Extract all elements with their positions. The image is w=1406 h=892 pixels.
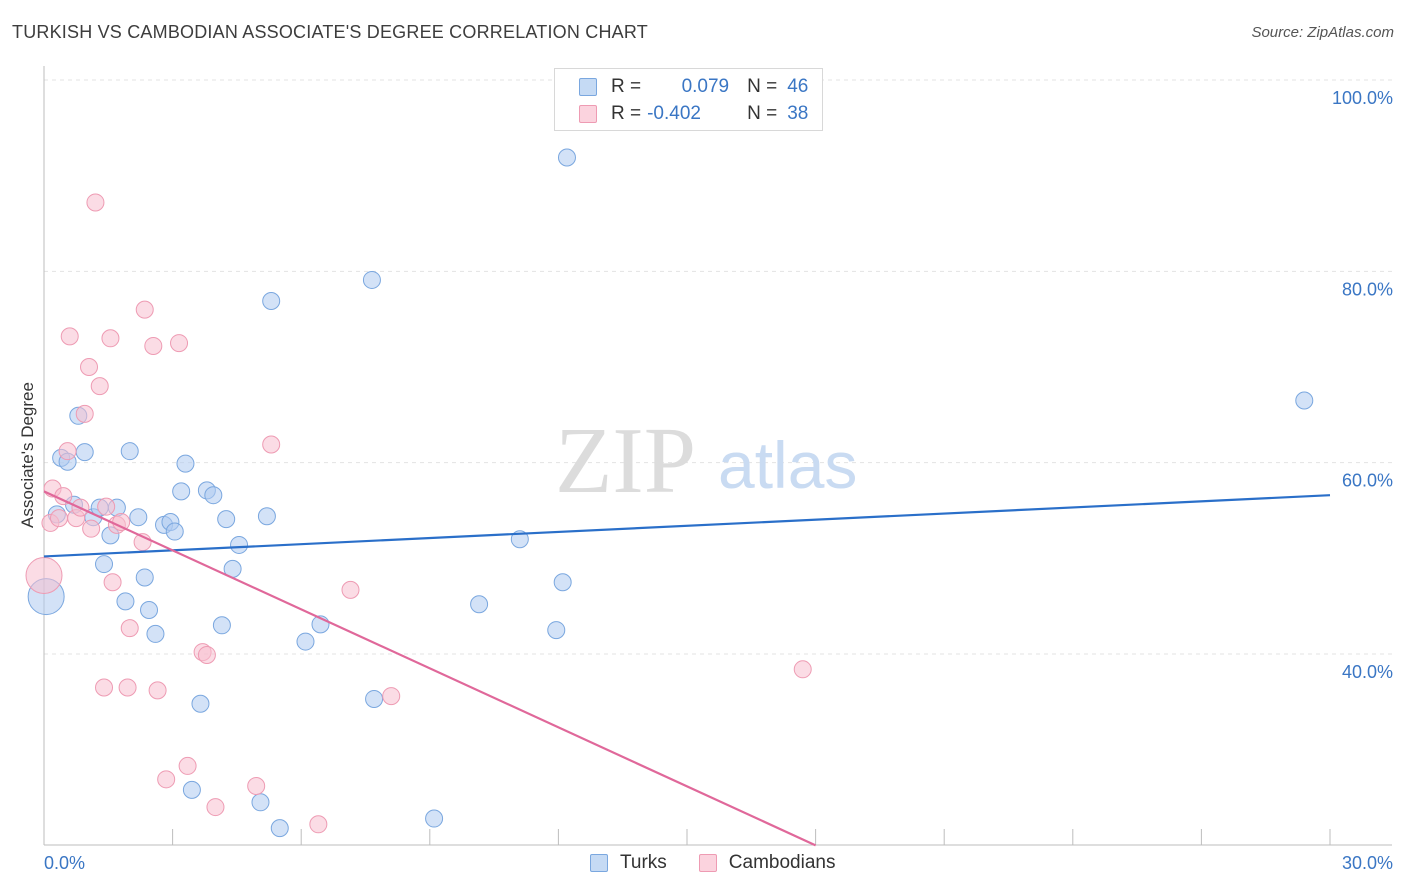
- data-point: [103, 573, 122, 592]
- cambodians-legend-swatch: [698, 854, 717, 872]
- data-point: [75, 404, 94, 423]
- cambodians-trend-line: [43, 490, 817, 847]
- data-point: [75, 443, 94, 462]
- data-point: [262, 435, 281, 454]
- turks-points: [27, 148, 1314, 838]
- data-point: [135, 568, 154, 587]
- cambodians-points: [25, 193, 812, 834]
- data-point: [270, 819, 289, 838]
- cambodians-legend-label: Cambodians: [728, 852, 836, 873]
- data-point: [176, 454, 195, 473]
- data-point: [557, 148, 576, 167]
- data-point: [95, 555, 114, 574]
- data-point: [146, 624, 165, 643]
- data-point: [118, 678, 137, 697]
- y-tick-label: 40.0%: [1342, 662, 1393, 682]
- data-point: [140, 600, 159, 619]
- data-point: [90, 377, 109, 396]
- turks-legend-label: Turks: [620, 852, 667, 873]
- cambodians-r-value: -0.402: [647, 103, 701, 124]
- legend-item-cambodians[interactable]: Cambodians: [698, 852, 836, 874]
- data-point: [206, 798, 225, 817]
- chart-title: TURKISH VS CAMBODIAN ASSOCIATE'S DEGREE …: [12, 22, 648, 42]
- data-point: [425, 809, 444, 828]
- turks-trend-line: [43, 494, 1331, 558]
- legend-row-turks: R = 0.079 N = 46: [579, 74, 808, 100]
- data-point: [170, 334, 189, 353]
- data-point: [135, 300, 154, 319]
- turks-legend-swatch: [590, 854, 608, 872]
- cambodians-r-label: R =: [611, 103, 642, 124]
- data-point: [178, 756, 197, 775]
- legend-item-turks[interactable]: Turks: [590, 852, 667, 874]
- turks-r-label: R =: [611, 76, 642, 97]
- data-point: [362, 270, 381, 289]
- data-point: [182, 780, 201, 799]
- grid-lines: [44, 79, 1392, 655]
- data-point: [793, 660, 812, 679]
- data-point: [296, 632, 315, 651]
- data-point: [247, 777, 266, 796]
- data-point: [97, 497, 116, 516]
- data-point: [341, 580, 360, 599]
- data-point: [365, 689, 384, 708]
- cambodians-swatch: [579, 105, 597, 123]
- cambodians-n-label: N =: [747, 103, 778, 124]
- y-tick-label: 100.0%: [1332, 88, 1393, 108]
- data-point: [191, 694, 210, 713]
- watermark: ZIP atlas: [555, 409, 857, 513]
- data-point: [129, 508, 148, 527]
- data-point: [25, 557, 63, 595]
- turks-n-label: N =: [747, 76, 778, 97]
- data-point: [382, 687, 401, 706]
- trend-lines: [43, 490, 1331, 847]
- turks-swatch: [579, 78, 597, 96]
- tick-labels: 40.0% 60.0% 80.0% 100.0% 0.0% 30.0%: [44, 88, 1393, 873]
- data-point: [197, 645, 216, 664]
- data-point: [1295, 391, 1314, 410]
- x-tick-label: 30.0%: [1342, 853, 1393, 873]
- data-point: [82, 519, 101, 538]
- data-point: [251, 793, 270, 812]
- source-label: Source: ZipAtlas.com: [1251, 24, 1394, 41]
- y-tick-label: 60.0%: [1342, 471, 1393, 491]
- data-point: [86, 193, 105, 212]
- data-point: [120, 442, 139, 461]
- turks-r-value: 0.079: [681, 76, 730, 97]
- data-point: [257, 507, 276, 526]
- data-point: [165, 522, 184, 541]
- data-point: [120, 619, 139, 638]
- data-point: [309, 815, 328, 834]
- y-tick-label: 80.0%: [1342, 279, 1393, 299]
- data-point: [101, 329, 120, 348]
- data-point: [172, 482, 191, 501]
- data-point: [553, 573, 572, 592]
- legend-row-cambodians: R = -0.402 N = 38: [579, 101, 808, 127]
- data-point: [217, 510, 236, 529]
- data-point: [116, 592, 135, 611]
- axes: [43, 66, 1392, 846]
- data-point: [547, 621, 566, 640]
- x-tick-label: 0.0%: [44, 853, 85, 873]
- watermark-atlas: atlas: [718, 428, 857, 502]
- data-point: [204, 486, 223, 505]
- series-legend: Turks Cambodians: [590, 852, 867, 874]
- data-point: [95, 678, 114, 697]
- data-point: [60, 327, 79, 346]
- data-point: [230, 535, 249, 554]
- data-point: [470, 595, 489, 614]
- watermark-zip: ZIP: [555, 409, 696, 513]
- data-point: [212, 616, 231, 635]
- data-point: [50, 509, 69, 528]
- turks-n-value: 46: [787, 76, 809, 97]
- data-point: [58, 442, 77, 461]
- data-point: [262, 291, 281, 310]
- correlation-legend: R = 0.079 N = 46 R = -0.402 N = 38: [554, 68, 823, 131]
- data-point: [148, 681, 167, 700]
- data-point: [157, 770, 176, 789]
- data-point: [80, 358, 99, 376]
- data-point: [144, 336, 163, 355]
- cambodians-n-value: 38: [787, 103, 809, 124]
